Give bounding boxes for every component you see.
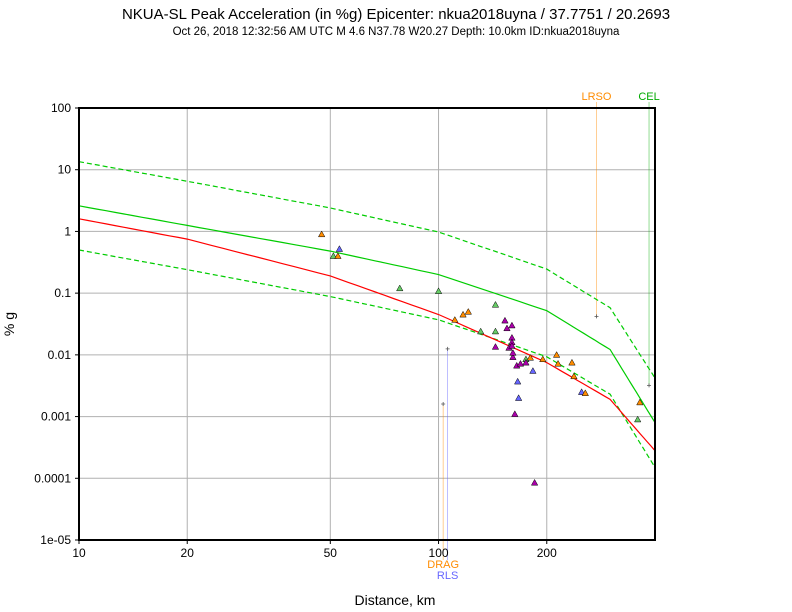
y-tick-label-4: 0.01 <box>48 348 72 362</box>
data-point-11 <box>491 327 500 335</box>
x-tick-label-0: 10 <box>72 546 86 560</box>
data-point-33 <box>552 351 561 358</box>
grid <box>78 107 655 541</box>
data-point-19 <box>508 342 516 349</box>
curves <box>79 161 655 468</box>
curve-data-fit <box>79 218 655 452</box>
data-point-2 <box>334 252 342 259</box>
data-point-4 <box>396 284 404 292</box>
crosses <box>441 314 652 406</box>
x-ticks: 10 20 50 100 200 <box>72 540 557 560</box>
station-label-lrso: LRSO <box>582 91 612 103</box>
y-tick-label-5: 0.001 <box>41 410 71 424</box>
x-axis-label: Distance, km <box>355 592 436 608</box>
y-tick-label-6: 0.0001 <box>34 471 71 485</box>
data-point-26 <box>516 359 525 367</box>
x-tick-label-1: 20 <box>181 546 195 560</box>
data-point-40 <box>636 398 644 406</box>
data-point-3 <box>335 245 344 252</box>
data-point-25 <box>514 394 523 401</box>
station-label-drag: DRAG <box>427 559 459 571</box>
data-point-20 <box>509 353 517 360</box>
station-lines <box>442 102 650 560</box>
data-point-8 <box>464 308 472 315</box>
data-point-21 <box>509 349 517 356</box>
cross-marker-2 <box>594 314 599 319</box>
data-point-29 <box>526 353 534 361</box>
data-point-9 <box>477 327 485 335</box>
y-tick-label-3: 0.1 <box>54 286 71 300</box>
cross-marker-0 <box>441 401 446 406</box>
y-tick-label-1: 10 <box>58 163 72 177</box>
data-point-36 <box>570 372 578 380</box>
data-point-10 <box>491 300 500 308</box>
data-point-24 <box>514 377 522 385</box>
data-point-34 <box>554 359 562 367</box>
data-point-16 <box>508 321 516 329</box>
plot-frame <box>78 107 656 541</box>
data-point-0 <box>318 230 326 238</box>
x-tick-label-3: 100 <box>429 546 449 560</box>
data-point-1 <box>329 252 338 259</box>
cross-marker-1 <box>445 346 450 351</box>
data-point-38 <box>581 389 589 396</box>
y-tick-label-0: 100 <box>51 101 71 115</box>
data-point-28 <box>522 358 530 366</box>
data-point-12 <box>491 343 500 350</box>
data-point-32 <box>539 355 547 363</box>
chart-subtitle: Oct 26, 2018 12:32:56 AM UTC M 4.6 N37.7… <box>172 26 620 38</box>
y-tick-label-7: 1e-05 <box>40 533 71 547</box>
data-point-37 <box>577 388 586 395</box>
data-point-22 <box>511 410 519 417</box>
data-point-7 <box>459 310 467 318</box>
data-point-13 <box>501 316 509 324</box>
curve-plus-sigma <box>79 161 655 379</box>
station-label-rls: RLS <box>437 570 458 582</box>
data-point-31 <box>530 478 539 486</box>
data-point-39 <box>634 415 642 423</box>
x-tick-label-4: 200 <box>537 546 557 560</box>
chart-title: NKUA-SL Peak Acceleration (in %g) Epicen… <box>121 6 671 23</box>
curve-minus-sigma <box>79 249 655 468</box>
station-label-cel: CEL <box>638 91 659 103</box>
y-tick-label-2: 1 <box>64 224 71 238</box>
y-axis-label: % g <box>1 312 17 336</box>
data-point-30 <box>529 367 537 374</box>
data-point-5 <box>434 287 443 294</box>
data-point-6 <box>451 316 459 323</box>
plot-background <box>79 108 655 540</box>
cross-marker-3 <box>647 383 652 388</box>
data-point-35 <box>568 358 576 366</box>
y-ticks: 100 10 1 0.1 0.01 0.001 0.0001 1e-05 <box>34 101 79 547</box>
curve-median <box>79 205 655 423</box>
points <box>318 230 644 486</box>
x-tick-label-2: 50 <box>324 546 338 560</box>
